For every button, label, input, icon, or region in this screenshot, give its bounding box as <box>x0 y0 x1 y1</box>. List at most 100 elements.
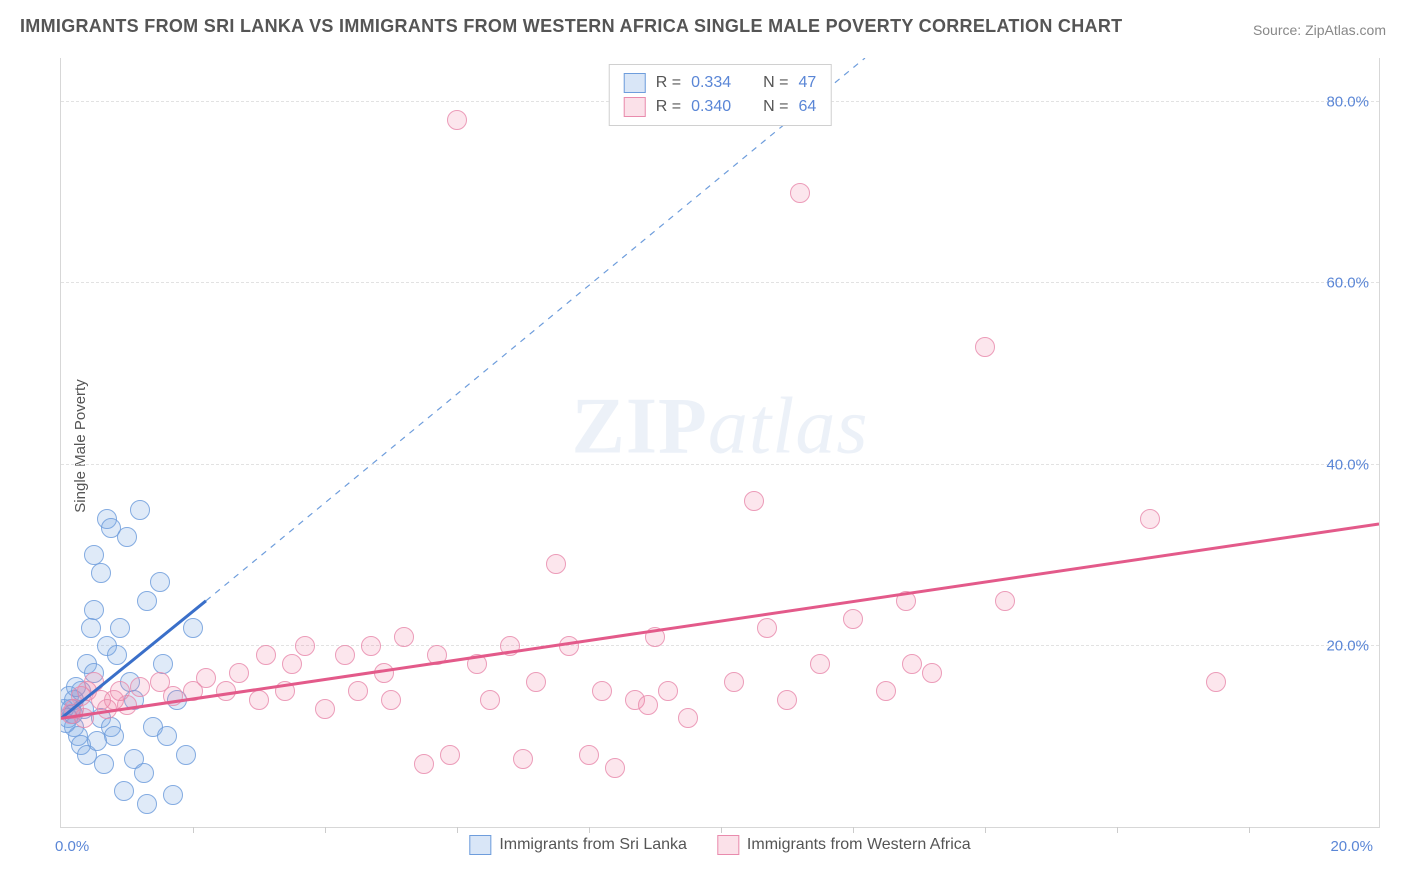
scatter-point-western_africa <box>427 645 447 665</box>
scatter-point-western_africa <box>777 690 797 710</box>
scatter-point-western_africa <box>249 690 269 710</box>
chart-clip <box>61 58 1379 827</box>
n-value-sri-lanka: 47 <box>798 71 816 95</box>
scatter-point-sri_lanka <box>107 645 127 665</box>
scatter-point-western_africa <box>348 681 368 701</box>
series-label-sri-lanka: Immigrants from Sri Lanka <box>499 836 687 854</box>
gridline <box>61 645 1379 646</box>
scatter-point-western_africa <box>922 663 942 683</box>
scatter-point-western_africa <box>605 758 625 778</box>
scatter-point-western_africa <box>117 695 137 715</box>
r-value-sri-lanka: 0.334 <box>691 71 731 95</box>
scatter-point-sri_lanka <box>137 591 157 611</box>
scatter-point-sri_lanka <box>183 618 203 638</box>
scatter-point-western_africa <box>361 636 381 656</box>
scatter-point-western_africa <box>975 337 995 357</box>
scatter-point-sri_lanka <box>84 600 104 620</box>
scatter-point-western_africa <box>315 699 335 719</box>
scatter-point-sri_lanka <box>110 618 130 638</box>
scatter-point-western_africa <box>500 636 520 656</box>
scatter-point-sri_lanka <box>153 654 173 674</box>
scatter-point-western_africa <box>275 681 295 701</box>
scatter-point-western_africa <box>394 627 414 647</box>
scatter-point-western_africa <box>163 686 183 706</box>
scatter-point-western_africa <box>335 645 355 665</box>
gridline <box>61 464 1379 465</box>
scatter-point-western_africa <box>84 672 104 692</box>
x-tick <box>1249 827 1250 833</box>
scatter-point-sri_lanka <box>84 545 104 565</box>
scatter-point-western_africa <box>546 554 566 574</box>
scatter-point-western_africa <box>876 681 896 701</box>
scatter-point-western_africa <box>447 110 467 130</box>
n-value-western-africa: 64 <box>798 95 816 119</box>
x-tick <box>325 827 326 833</box>
trend-lines-svg <box>61 58 1379 827</box>
legend-row-sri-lanka: R = 0.334 N = 47 <box>624 71 817 95</box>
y-tick-label: 20.0% <box>1326 637 1369 654</box>
scatter-point-western_africa <box>374 663 394 683</box>
r-value-western-africa: 0.340 <box>691 95 731 119</box>
scatter-point-western_africa <box>480 690 500 710</box>
scatter-point-western_africa <box>724 672 744 692</box>
scatter-point-sri_lanka <box>130 500 150 520</box>
scatter-point-sri_lanka <box>81 618 101 638</box>
x-tick <box>721 827 722 833</box>
scatter-point-western_africa <box>902 654 922 674</box>
chart-title: IMMIGRANTS FROM SRI LANKA VS IMMIGRANTS … <box>20 16 1122 37</box>
legend-item-sri-lanka: Immigrants from Sri Lanka <box>469 835 687 855</box>
legend-correlation-box: R = 0.334 N = 47 R = 0.340 N = 64 <box>609 64 832 126</box>
scatter-point-sri_lanka <box>150 572 170 592</box>
scatter-point-western_africa <box>526 672 546 692</box>
scatter-point-western_africa <box>381 690 401 710</box>
scatter-point-western_africa <box>843 609 863 629</box>
scatter-point-western_africa <box>896 591 916 611</box>
swatch-sri-lanka <box>469 835 491 855</box>
swatch-sri-lanka <box>624 73 646 93</box>
scatter-point-western_africa <box>757 618 777 638</box>
n-label: N = <box>763 71 788 95</box>
gridline <box>61 282 1379 283</box>
legend-item-western-africa: Immigrants from Western Africa <box>717 835 971 855</box>
scatter-point-sri_lanka <box>117 527 137 547</box>
scatter-point-western_africa <box>295 636 315 656</box>
legend-series-labels: Immigrants from Sri Lanka Immigrants fro… <box>469 835 970 855</box>
scatter-point-sri_lanka <box>114 781 134 801</box>
scatter-point-sri_lanka <box>176 745 196 765</box>
trend-line <box>206 58 865 601</box>
scatter-point-western_africa <box>282 654 302 674</box>
scatter-point-western_africa <box>414 754 434 774</box>
scatter-point-western_africa <box>645 627 665 647</box>
scatter-point-sri_lanka <box>157 726 177 746</box>
scatter-point-western_africa <box>1206 672 1226 692</box>
scatter-point-western_africa <box>810 654 830 674</box>
x-tick <box>853 827 854 833</box>
x-tick-label-min: 0.0% <box>55 838 89 855</box>
scatter-point-sri_lanka <box>134 763 154 783</box>
y-tick-label: 60.0% <box>1326 275 1369 292</box>
scatter-point-sri_lanka <box>94 754 114 774</box>
scatter-point-western_africa <box>196 668 216 688</box>
x-tick <box>1117 827 1118 833</box>
scatter-point-western_africa <box>440 745 460 765</box>
scatter-point-western_africa <box>130 677 150 697</box>
scatter-point-sri_lanka <box>104 726 124 746</box>
scatter-point-western_africa <box>658 681 678 701</box>
scatter-point-sri_lanka <box>137 794 157 814</box>
x-tick <box>589 827 590 833</box>
x-tick <box>457 827 458 833</box>
scatter-point-sri_lanka <box>91 563 111 583</box>
scatter-point-western_africa <box>579 745 599 765</box>
swatch-western-africa <box>717 835 739 855</box>
scatter-point-western_africa <box>559 636 579 656</box>
x-tick-label-max: 20.0% <box>1330 838 1373 855</box>
x-tick <box>985 827 986 833</box>
swatch-western-africa <box>624 97 646 117</box>
scatter-point-western_africa <box>790 183 810 203</box>
scatter-point-western_africa <box>256 645 276 665</box>
series-label-western-africa: Immigrants from Western Africa <box>747 836 971 854</box>
scatter-point-western_africa <box>61 704 81 724</box>
scatter-point-sri_lanka <box>163 785 183 805</box>
legend-row-western-africa: R = 0.340 N = 64 <box>624 95 817 119</box>
scatter-point-western_africa <box>744 491 764 511</box>
